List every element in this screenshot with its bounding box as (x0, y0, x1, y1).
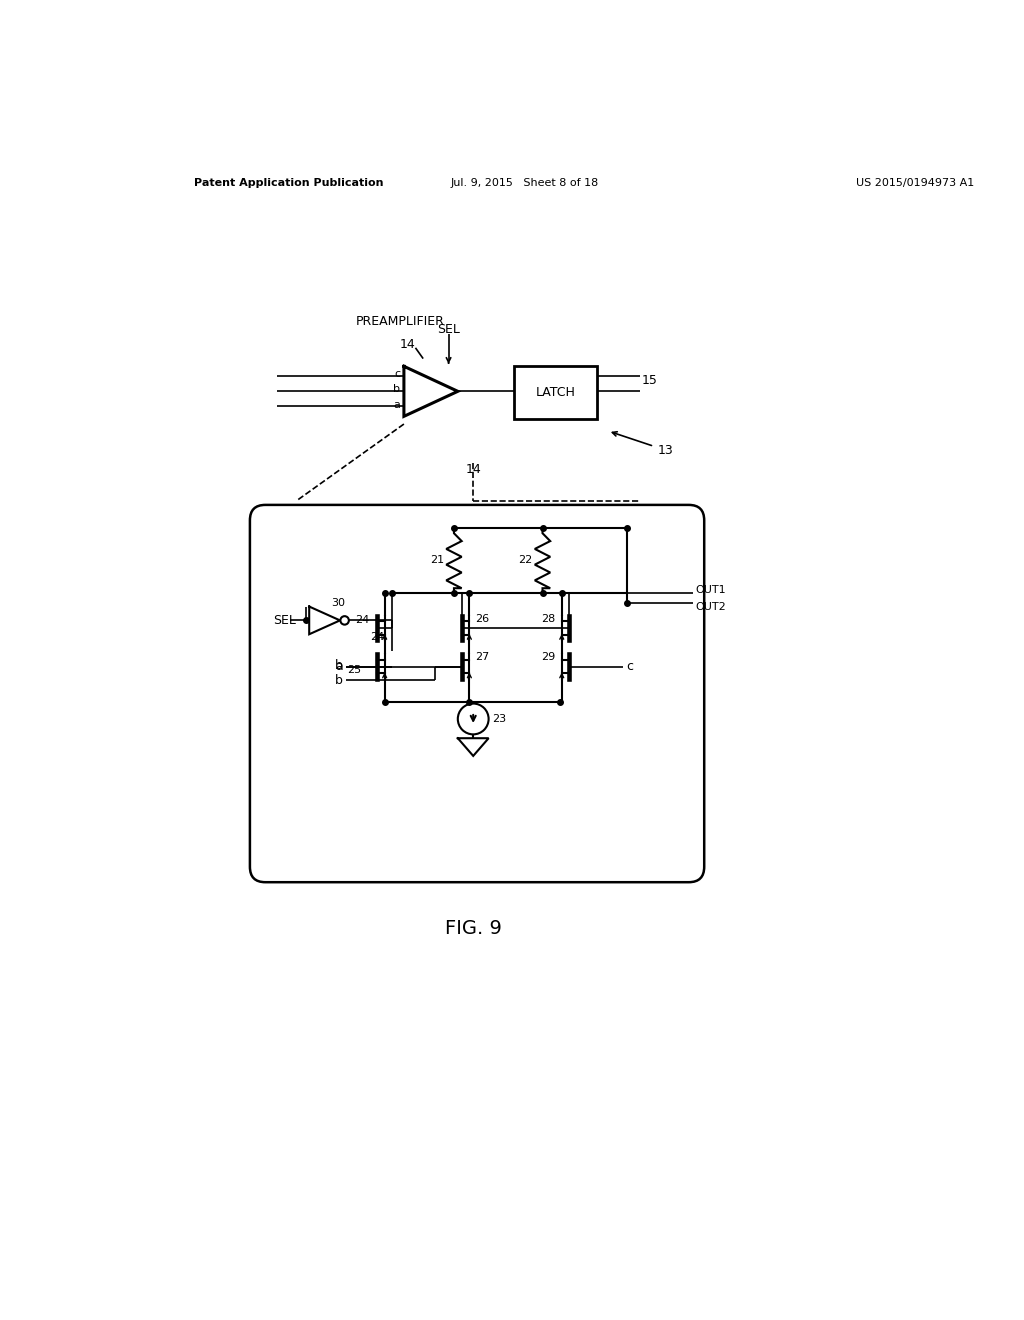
Text: a: a (393, 400, 400, 409)
Text: 23: 23 (493, 714, 507, 723)
Text: OUT2: OUT2 (695, 602, 726, 611)
Text: 30: 30 (332, 598, 345, 607)
Text: 26: 26 (475, 614, 489, 624)
Text: 29: 29 (542, 652, 556, 663)
Text: b: b (335, 675, 343, 686)
Text: 13: 13 (658, 445, 674, 458)
Text: c: c (394, 370, 400, 379)
Text: Jul. 9, 2015   Sheet 8 of 18: Jul. 9, 2015 Sheet 8 of 18 (451, 178, 599, 187)
Text: 21: 21 (431, 556, 444, 565)
Text: FIG. 9: FIG. 9 (444, 919, 502, 939)
Text: 15: 15 (642, 374, 657, 387)
Bar (514, 367, 597, 418)
Text: b: b (335, 659, 343, 672)
Text: OUT1: OUT1 (695, 585, 726, 594)
Text: 14: 14 (400, 338, 416, 351)
Text: 27: 27 (475, 652, 489, 663)
Text: Patent Application Publication: Patent Application Publication (194, 178, 383, 187)
Text: a: a (335, 660, 343, 673)
Text: PREAMPLIFIER: PREAMPLIFIER (355, 315, 444, 329)
Text: 14: 14 (465, 463, 481, 477)
Text: US 2015/0194973 A1: US 2015/0194973 A1 (856, 178, 974, 187)
Text: 24: 24 (371, 632, 385, 643)
Text: 24: 24 (355, 615, 370, 626)
Text: SEL: SEL (273, 614, 296, 627)
Text: LATCH: LATCH (536, 385, 575, 399)
Text: SEL: SEL (437, 323, 460, 335)
Text: b: b (393, 384, 400, 395)
Text: 28: 28 (542, 614, 556, 624)
Text: 25: 25 (347, 665, 361, 675)
Text: c: c (627, 660, 634, 673)
Text: 22: 22 (518, 556, 532, 565)
FancyBboxPatch shape (250, 506, 705, 882)
